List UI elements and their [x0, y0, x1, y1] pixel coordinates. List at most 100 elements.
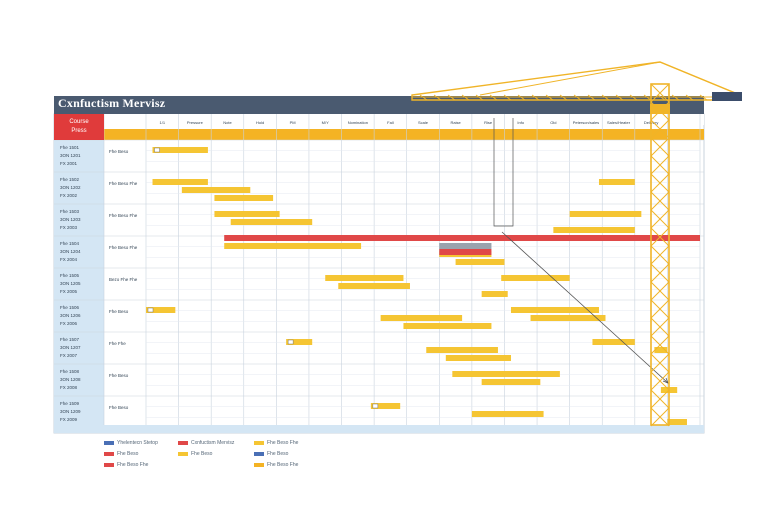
row-task-label: Fhe Beso [109, 309, 129, 314]
task-bar [530, 315, 606, 321]
crane-counterweight [712, 92, 742, 101]
crane-jib-lattice [699, 94, 708, 101]
task-bar [667, 419, 687, 425]
corner-label-line-1: Course [69, 119, 89, 125]
crane-lattice [650, 83, 670, 103]
row-id-label: FX 2003 [60, 225, 78, 230]
row-task-label: Fhe Beso Fhe [109, 213, 138, 218]
legend-swatch [254, 452, 264, 456]
legend-label: Fhe Beso [267, 451, 289, 457]
legend-label: Fhe Beso Fhe [267, 462, 299, 468]
crane-lattice [650, 173, 670, 193]
milestone-marker [372, 403, 379, 409]
task-bar [654, 347, 668, 353]
crane-jib-lattice [517, 94, 526, 101]
crane-lattice [650, 227, 670, 247]
crane-jib-lattice [545, 94, 554, 101]
legend-swatch [254, 463, 264, 467]
milestone-marker [154, 147, 160, 153]
legend-label: Yhelentecn Stetop [117, 440, 158, 446]
task-bar [247, 243, 362, 249]
summary-bar [439, 243, 492, 249]
row-id-label: 3ON 1208 [60, 377, 81, 382]
row-task-label: Fhe Fhe [109, 341, 126, 346]
crane-jib [411, 61, 741, 101]
task-bar [146, 307, 176, 313]
row-id-label: FX 2004 [60, 257, 78, 262]
crane-lattice [650, 407, 670, 427]
milestone-marker [147, 307, 154, 313]
task-bar [569, 211, 642, 217]
row-id-label: 3ON 1203 [60, 217, 81, 222]
legend-label: Fhe Beso Fhe [117, 462, 149, 468]
task-bar [481, 379, 541, 385]
row-id-label: Fhe 1508 [60, 369, 80, 374]
sidebar-id-column [54, 140, 104, 433]
crane-lattice [650, 191, 670, 211]
row-task-label: Fhe Beso [109, 405, 129, 410]
row-id-label: FX 2005 [60, 289, 78, 294]
row-task-label: Fhe Beso [109, 373, 129, 378]
legend-item: Fhe Beso Fhe [254, 462, 298, 468]
crane-lattice [650, 335, 670, 355]
column-header-label: M/Y [322, 120, 329, 125]
row-id-label: Fhe 1505 [60, 273, 80, 278]
legend-item: Fhe Beso Fhe [254, 440, 298, 446]
task-bar [338, 283, 410, 289]
dependency-arrow [501, 231, 669, 384]
task-bar [230, 219, 313, 225]
legend-item: Fhe Beso [178, 451, 212, 457]
task-bar [181, 187, 251, 193]
row-id-label: Fhe 1503 [60, 209, 80, 214]
row-id-label: FX 2001 [60, 161, 78, 166]
corner-label-line-2: Press [71, 128, 87, 134]
task-bar [598, 179, 635, 185]
crane-tie [659, 61, 741, 96]
critical-path-bar [224, 235, 700, 241]
crane-jib-lattice [475, 94, 484, 101]
row-id-label: Fhe 1504 [60, 241, 80, 246]
task-bar [286, 339, 313, 345]
task-bar [370, 403, 401, 409]
task-bar [445, 355, 511, 361]
crane-lattice [650, 317, 670, 337]
accent-row [54, 129, 704, 140]
crane-jib-lattice [657, 94, 666, 101]
crane-jib-lattice [503, 94, 512, 101]
crane-tie [479, 61, 661, 96]
row-task-label: Fhe Beso Fhe [109, 181, 138, 186]
crane-jib-lattice [643, 94, 652, 101]
chart-panel [53, 113, 705, 434]
crane-jib-lattice [433, 94, 442, 101]
legend: Yhelentecn Stetop Fhe Beso Fhe Beso Fhe Cxn… [104, 440, 674, 474]
legend-swatch [104, 452, 114, 456]
column-header-label: Peterson/sales [573, 120, 599, 125]
critical-task-bar [439, 249, 492, 255]
task-bar [510, 307, 599, 313]
row-id-label: 3ON 1207 [60, 345, 81, 350]
crane-jib-lattice [531, 94, 540, 101]
legend-label: Fhe Beso [117, 451, 139, 457]
row-task-label: Bezo Fhe Fhe [109, 277, 138, 282]
row-id-label: Fhe 1507 [60, 337, 80, 342]
legend-label: Fhe Beso [191, 451, 213, 457]
crane-jib-lattice [671, 94, 680, 101]
crane-cab [650, 104, 670, 114]
legend-swatch [178, 452, 188, 456]
column-header-label: 1/1 [160, 120, 166, 125]
column-header-label: Sales/Heater [607, 120, 631, 125]
crane-jib-lattice [601, 94, 610, 101]
crane-jib-lattice [587, 94, 596, 101]
task-bar [553, 227, 635, 233]
column-header-label: Raise [450, 120, 461, 125]
crane-lattice [650, 119, 670, 139]
row-id-label: Fhe 1501 [60, 145, 80, 150]
gantt-grid: 1/1 Pressure Note Hold PM M/Y Nomination Fall Sc… [53, 96, 705, 434]
crane-illustration [411, 61, 742, 427]
gantt-bars [146, 118, 700, 425]
legend-swatch [254, 441, 264, 445]
column-header-label: Pressure [187, 120, 204, 125]
crane-jib-lattice [559, 94, 568, 101]
column-header-label: Rise [484, 120, 493, 125]
